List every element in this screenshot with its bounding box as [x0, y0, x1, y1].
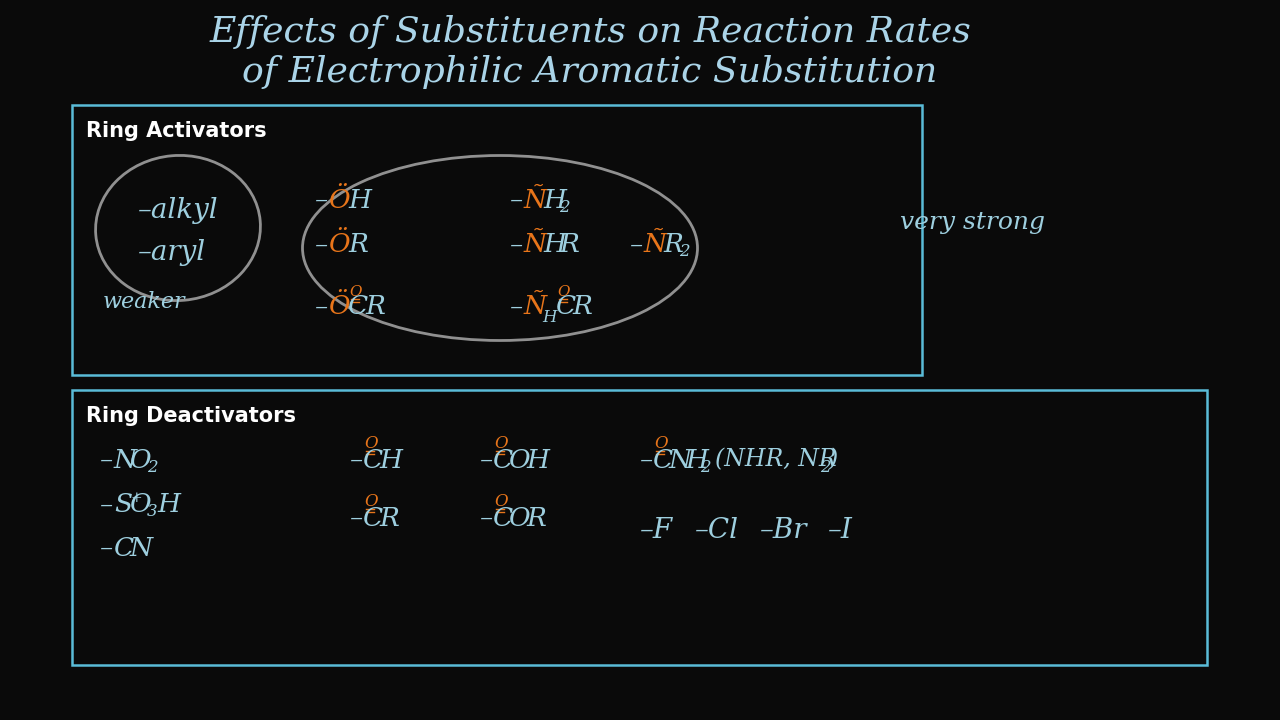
Text: Ring Deactivators: Ring Deactivators [86, 406, 296, 426]
Text: (NHR, NR: (NHR, NR [716, 449, 837, 472]
Text: C: C [493, 505, 513, 531]
Text: –Cl: –Cl [695, 516, 739, 544]
Text: N: N [114, 448, 137, 472]
Text: O: O [364, 436, 378, 452]
Text: O: O [131, 492, 151, 518]
Text: C: C [364, 448, 383, 472]
Text: –: – [509, 187, 524, 212]
Text: H: H [348, 187, 371, 212]
Text: O: O [557, 285, 570, 299]
Text: ): ) [828, 449, 837, 472]
Text: –: – [509, 233, 524, 258]
Text: H: H [543, 233, 566, 258]
Text: very strong: very strong [900, 210, 1044, 233]
Text: H: H [526, 448, 549, 472]
Text: C: C [556, 294, 576, 320]
Text: R: R [559, 233, 579, 258]
Text: –: – [630, 233, 644, 258]
Text: Ring Activators: Ring Activators [86, 121, 266, 141]
Text: Ö: Ö [329, 233, 351, 258]
Text: –: – [100, 492, 113, 518]
Text: R: R [379, 505, 399, 531]
Text: R: R [365, 294, 385, 320]
Text: C: C [493, 448, 513, 472]
Text: 2: 2 [147, 459, 157, 475]
Text: R: R [348, 233, 367, 258]
Text: O: O [509, 505, 531, 531]
Text: –: – [315, 294, 328, 320]
Text: Ö: Ö [329, 187, 351, 212]
Text: O: O [349, 285, 361, 299]
Text: O: O [494, 436, 508, 452]
Text: –: – [480, 505, 493, 531]
Text: Ö: Ö [329, 294, 351, 320]
Text: H: H [541, 308, 557, 325]
Text: 2: 2 [559, 199, 570, 215]
Text: O: O [364, 493, 378, 510]
Text: –: – [315, 233, 328, 258]
Text: O: O [509, 448, 531, 472]
Text: N: N [669, 448, 692, 472]
Text: 2: 2 [820, 459, 831, 475]
Text: 2: 2 [700, 459, 710, 475]
Text: O: O [494, 493, 508, 510]
Text: –: – [640, 448, 653, 472]
Text: H: H [157, 492, 180, 518]
Text: C: C [348, 294, 369, 320]
Text: –Br: –Br [760, 516, 808, 544]
Text: –I: –I [828, 516, 852, 544]
Text: –aryl: –aryl [138, 238, 206, 266]
Text: Ñ: Ñ [524, 187, 547, 212]
Text: N: N [131, 536, 154, 560]
Text: Ñ: Ñ [644, 233, 667, 258]
Text: S: S [114, 492, 132, 518]
Text: +: + [131, 491, 142, 505]
Text: R: R [572, 294, 591, 320]
Text: –: – [509, 294, 524, 320]
Text: C: C [364, 505, 383, 531]
Text: H: H [685, 448, 708, 472]
Text: O: O [131, 448, 151, 472]
Text: 2: 2 [678, 243, 690, 261]
Text: Ñ: Ñ [524, 233, 547, 258]
Text: –: – [100, 536, 113, 560]
Text: –: – [349, 505, 364, 531]
Text: 3: 3 [147, 503, 157, 521]
Text: Ñ: Ñ [524, 294, 547, 320]
Text: O: O [654, 436, 668, 452]
Text: Effects of Substituents on Reaction Rates: Effects of Substituents on Reaction Rate… [209, 15, 970, 49]
Text: –: – [100, 448, 113, 472]
Text: –: – [480, 448, 493, 472]
Text: C: C [653, 448, 673, 472]
Text: –alkyl: –alkyl [138, 197, 219, 223]
Text: weaker: weaker [102, 291, 186, 313]
Text: R: R [663, 233, 682, 258]
Text: C: C [114, 536, 134, 560]
Text: R: R [526, 505, 545, 531]
Text: H: H [543, 187, 566, 212]
Text: –F: –F [640, 516, 673, 544]
Text: –: – [315, 187, 328, 212]
Text: of Electrophilic Aromatic Substitution: of Electrophilic Aromatic Substitution [242, 55, 938, 89]
Text: –: – [349, 448, 364, 472]
Text: H: H [379, 448, 402, 472]
